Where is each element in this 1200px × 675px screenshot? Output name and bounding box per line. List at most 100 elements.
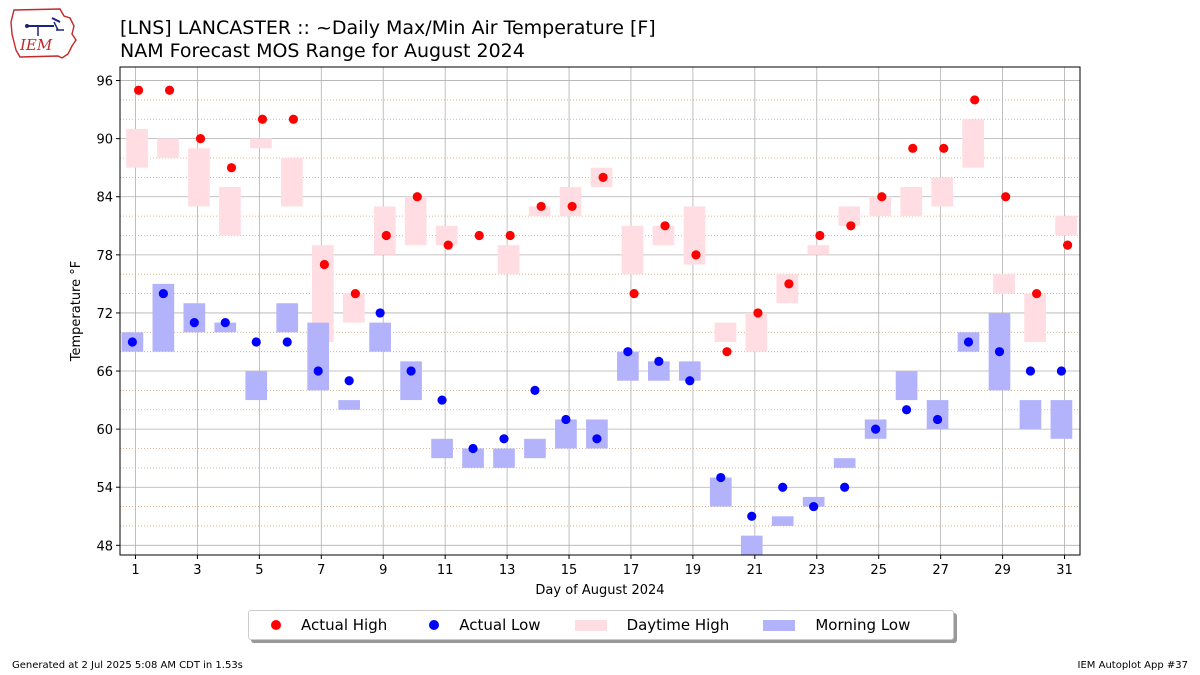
morning-low-bar (462, 448, 484, 468)
morning-low-bar (369, 322, 391, 352)
actual-low-point (344, 376, 354, 386)
morning-low-bar (245, 371, 268, 401)
actual-high-point (877, 192, 887, 202)
actual-low-point (499, 434, 509, 444)
morning-low-bar (895, 371, 918, 401)
daytime-high-bar (683, 206, 706, 265)
actual-high-point (629, 288, 639, 299)
daytime-high-bar (714, 322, 737, 342)
actual-low-point (468, 443, 478, 454)
actual-high-point (319, 259, 329, 270)
daytime-high-bar (900, 187, 923, 217)
actual-high-point (381, 230, 391, 241)
actual-high-point (846, 221, 856, 231)
x-tick-label: 25 (870, 563, 887, 578)
y-tick-label: 54 (96, 481, 113, 496)
actual-low-point (282, 337, 292, 347)
y-tick-label: 48 (96, 539, 113, 554)
actual-low-point (623, 347, 633, 357)
daytime-high-bar (126, 128, 148, 168)
morning-low-bar (524, 438, 546, 459)
actual-low-point (437, 395, 447, 405)
morning-low-bar (617, 351, 639, 381)
legend-actual-low-label: Actual Low (459, 616, 541, 634)
actual-high-point (536, 201, 546, 212)
actual-low-point (871, 424, 881, 434)
actual-low-point (158, 288, 168, 299)
legend-daytime-high-marker (574, 619, 607, 631)
actual-low-point (127, 337, 137, 347)
actual-low-point (313, 366, 323, 376)
daytime-high-bar (962, 119, 984, 168)
x-tick-label: 5 (255, 563, 263, 578)
actual-high-point (133, 85, 144, 95)
actual-low-point (406, 366, 416, 376)
generated-timestamp: Generated at 2 Jul 2025 5:08 AM CDT in 1… (12, 660, 243, 671)
morning-low-bar (648, 361, 670, 381)
morning-low-bar (431, 438, 453, 459)
x-tick-label: 1 (131, 563, 139, 578)
actual-high-point (350, 288, 360, 299)
chart-legend: Actual High Actual Low Daytime High Morn… (248, 610, 954, 640)
legend-actual-low-marker (429, 620, 440, 630)
morning-low-bar (586, 419, 608, 449)
morning-low-bar (833, 458, 856, 468)
daytime-high-bar (497, 245, 520, 275)
x-tick-label: 31 (1056, 563, 1073, 578)
chart-subtitle: NAM Forecast MOS Range for August 2024 (120, 40, 525, 62)
actual-high-point (505, 230, 515, 241)
iem-logo: IEM (10, 8, 77, 59)
actual-high-point (784, 279, 794, 289)
actual-low-point (778, 482, 788, 492)
daytime-high-bars (126, 119, 1077, 352)
actual-high-point (1001, 192, 1011, 202)
morning-low-bar (214, 322, 237, 333)
daytime-high-bar (157, 138, 179, 159)
daytime-high-bar (621, 225, 644, 275)
daytime-high-bar (1024, 293, 1046, 342)
x-tick-label: 21 (747, 563, 764, 578)
y-tick-label: 90 (96, 133, 113, 148)
daytime-high-bar (250, 138, 272, 149)
actual-high-point (753, 308, 763, 318)
x-tick-label: 15 (561, 563, 578, 578)
morning-low-bar (183, 303, 206, 333)
y-tick-label: 60 (96, 423, 113, 438)
x-tick-label: 7 (317, 563, 325, 578)
actual-high-point (970, 95, 980, 105)
legend-morning-low: Morning Low (763, 616, 910, 634)
actual-high-point (412, 192, 422, 202)
y-axis-label: Temperature °F (69, 261, 84, 362)
y-tick-label: 84 (96, 191, 113, 206)
actual-high-point (691, 250, 701, 260)
actual-low-point (654, 356, 664, 366)
morning-low-bar (802, 496, 825, 507)
legend-morning-low-label: Morning Low (815, 616, 911, 634)
daytime-high-bar (838, 206, 861, 226)
morning-low-bar (740, 535, 763, 555)
daytime-high-bar (869, 196, 892, 217)
actual-low-point (561, 414, 571, 425)
actual-low-point (685, 376, 695, 386)
morning-low-bar (493, 448, 515, 468)
daytime-high-bar (342, 293, 365, 323)
daytime-high-bar (745, 312, 768, 352)
x-tick-label: 29 (994, 563, 1011, 578)
daytime-high-bar (219, 187, 241, 236)
actual-low-point (809, 501, 819, 512)
morning-low-bars (121, 283, 1073, 555)
actual-points (127, 85, 1073, 521)
legend-actual-low: Actual Low (421, 616, 541, 634)
x-tick-label: 27 (932, 563, 949, 578)
actual-high-point (443, 240, 453, 250)
actual-low-point (932, 414, 943, 425)
legend-daytime-high-label: Daytime High (626, 616, 730, 634)
x-tick-label: 11 (437, 563, 454, 578)
actual-high-point (1032, 288, 1042, 299)
morning-low-bar (709, 477, 732, 507)
daytime-high-bar (528, 206, 551, 217)
x-tick-label: 3 (193, 563, 201, 578)
daytime-high-bar (281, 158, 303, 207)
actual-high-point (939, 143, 949, 153)
